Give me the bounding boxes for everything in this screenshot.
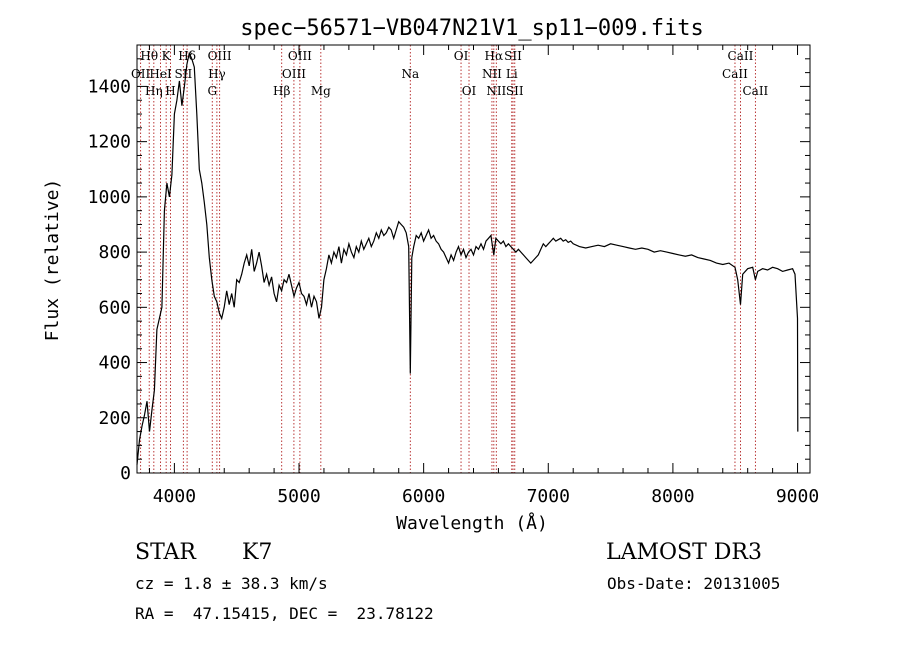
- line-label: NII: [482, 67, 502, 81]
- observation-date: Obs-Date: 20131005: [607, 574, 780, 593]
- line-label: OI: [462, 84, 477, 98]
- line-label: Hη: [145, 84, 163, 98]
- x-tick-label: 5000: [277, 486, 320, 507]
- plot-frame: [136, 44, 811, 474]
- line-label: NII: [486, 84, 506, 98]
- line-label: G: [207, 84, 217, 98]
- coordinates: RA = 47.15415, DEC = 23.78122: [135, 604, 434, 623]
- y-axis-ticks: 0 200 400 600 800 1000 1200 1400: [88, 58, 810, 484]
- y-tick-label: 1000: [88, 187, 131, 208]
- line-label: OIII: [208, 49, 232, 63]
- line-label: OIII: [288, 49, 312, 63]
- line-label: K: [162, 49, 172, 63]
- x-tick-label: 7000: [527, 486, 570, 507]
- object-subclass: K7: [242, 540, 272, 565]
- emission-line-labels: OIIHθHηHeIKHSIIHδGHγOIIIHβOIIIOIIIMgNaOI…: [131, 49, 769, 98]
- line-label: OII: [131, 67, 151, 81]
- line-label: Hθ: [140, 49, 158, 63]
- line-label: Na: [401, 67, 419, 81]
- line-label: SII: [175, 67, 193, 81]
- x-axis-ticks: 4000 5000 6000 7000 8000 9000: [148, 45, 819, 507]
- object-class: STAR: [135, 540, 197, 565]
- x-tick-label: 4000: [153, 486, 196, 507]
- survey-name: LAMOST DR3: [606, 540, 762, 565]
- redshift-velocity: cz = 1.8 ± 38.3 km/s: [135, 574, 328, 593]
- y-tick-label: 1400: [88, 76, 131, 97]
- line-label: SII: [504, 49, 522, 63]
- line-label: CaII: [722, 67, 748, 81]
- y-tick-label: 600: [98, 297, 131, 318]
- x-tick-label: 8000: [651, 486, 694, 507]
- line-label: H: [165, 84, 175, 98]
- y-tick-label: 1200: [88, 132, 131, 153]
- x-tick-label: 6000: [402, 486, 445, 507]
- line-label: CaII: [728, 49, 754, 63]
- y-tick-label: 800: [98, 242, 131, 263]
- y-axis-label: Flux (relative): [42, 179, 63, 342]
- emission-line-markers: [140, 45, 756, 473]
- y-tick-label: 400: [98, 353, 131, 374]
- line-label: OI: [454, 49, 469, 63]
- line-label: Li: [506, 67, 518, 81]
- y-tick-label: 0: [120, 463, 131, 484]
- line-label: OIII: [282, 67, 306, 81]
- line-label: Hα: [485, 49, 504, 63]
- x-tick-label: 9000: [776, 486, 819, 507]
- spectrum-line: [136, 51, 799, 465]
- line-label: Mg: [311, 84, 331, 98]
- line-label: HeI: [149, 67, 172, 81]
- line-label: SII: [506, 84, 524, 98]
- line-label: Hγ: [208, 67, 226, 81]
- x-axis-label: Wavelength (Å): [396, 512, 548, 534]
- chart-title: spec−56571−VB047N21V1_sp11−009.fits: [240, 16, 704, 41]
- line-label: CaII: [742, 84, 768, 98]
- y-tick-label: 200: [98, 408, 131, 429]
- line-label: Hβ: [273, 84, 290, 98]
